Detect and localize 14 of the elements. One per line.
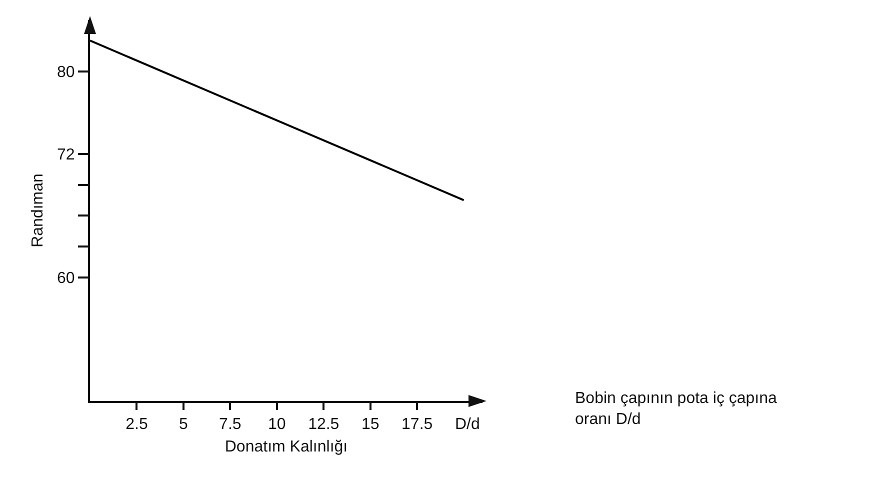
x-axis-title: Donatım Kalınlığı (224, 438, 348, 456)
y-axis-title: Randıman (29, 174, 46, 248)
x-tick-label: 2.5 (126, 416, 148, 434)
x-tick-label: 12.5 (308, 416, 340, 434)
text: D/d (455, 416, 480, 433)
x-tick-label: 10 (268, 416, 286, 434)
x-tick-label: 15 (361, 416, 380, 434)
x-tick-label: 7.5 (219, 416, 242, 434)
x-tick-label: 17.5 (402, 416, 433, 434)
y-tick-label: 60 (57, 270, 75, 288)
y-tick-label: 72 (57, 146, 75, 164)
x-tick-label: 5 (178, 416, 188, 434)
y-tick-label: 80 (57, 64, 75, 82)
text: Bobin çapının pota iç çapına oranı D/d (575, 390, 778, 428)
